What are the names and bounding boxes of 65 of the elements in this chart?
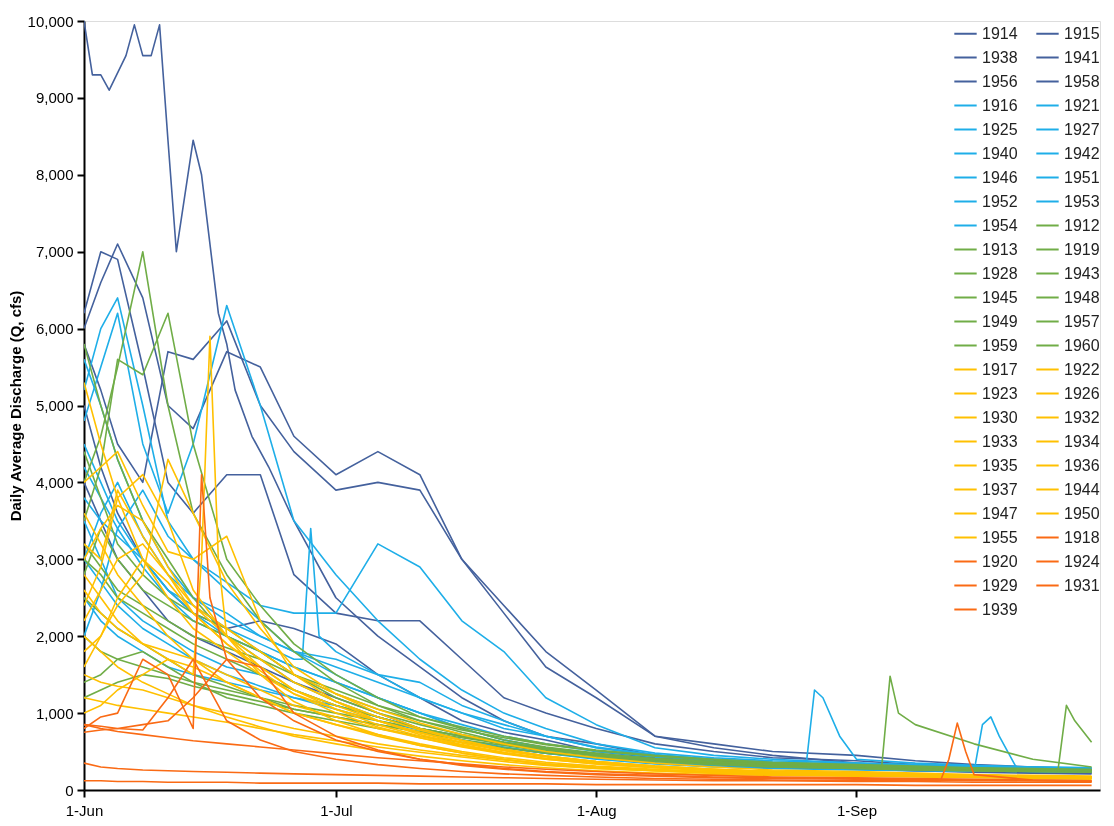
legend-label: 1945 <box>982 288 1018 306</box>
legend-label: 1913 <box>982 240 1018 258</box>
legend-label: 1939 <box>982 600 1018 618</box>
legend-label: 1931 <box>1064 576 1100 594</box>
legend-label: 1919 <box>1064 240 1100 258</box>
x-tick-label: 1-Jun <box>65 801 104 819</box>
legend-label: 1925 <box>982 120 1018 138</box>
legend-label: 1955 <box>982 528 1018 546</box>
legend-label: 1950 <box>1064 504 1100 522</box>
legend-label: 1941 <box>1064 48 1100 66</box>
legend-label: 1959 <box>982 336 1018 354</box>
legend-label: 1933 <box>982 432 1018 450</box>
legend-label: 1956 <box>982 72 1018 90</box>
y-tick-label: 9,000 <box>35 89 74 107</box>
y-axis-title: Daily Average Discharge (Q, cfs) <box>6 290 24 522</box>
legend-label: 1935 <box>982 456 1018 474</box>
legend-label: 1938 <box>982 48 1018 66</box>
legend-label: 1948 <box>1064 288 1100 306</box>
x-tick-label: 1-Aug <box>576 801 617 819</box>
legend-label: 1958 <box>1064 72 1100 90</box>
legend-label: 1914 <box>982 24 1018 42</box>
legend-label: 1932 <box>1064 408 1100 426</box>
legend-label: 1934 <box>1064 432 1100 450</box>
legend-label: 1953 <box>1064 192 1100 210</box>
legend-label: 1943 <box>1064 264 1100 282</box>
y-tick-label: 8,000 <box>35 166 74 184</box>
legend-label: 1940 <box>982 144 1018 162</box>
y-tick-label: 5,000 <box>35 397 74 414</box>
legend-label: 1952 <box>982 192 1018 210</box>
legend-label: 1942 <box>1064 144 1100 162</box>
legend-label: 1947 <box>982 504 1018 522</box>
y-tick-label: 7,000 <box>35 243 74 261</box>
legend-label: 1937 <box>982 480 1018 498</box>
legend-label: 1917 <box>982 360 1018 378</box>
legend-label: 1922 <box>1064 360 1100 378</box>
y-tick-label: 3,000 <box>35 550 74 568</box>
legend-label: 1957 <box>1064 312 1100 330</box>
legend-label: 1949 <box>982 312 1018 330</box>
legend-label: 1921 <box>1064 96 1100 114</box>
x-tick-label: 1-Sep <box>836 801 878 819</box>
legend-label: 1960 <box>1064 336 1100 354</box>
legend-label: 1924 <box>1064 552 1100 570</box>
legend-label: 1944 <box>1064 480 1100 498</box>
legend-label: 1946 <box>982 168 1018 186</box>
legend-label: 1927 <box>1064 120 1100 138</box>
legend-label: 1930 <box>982 408 1018 426</box>
legend-label: 1929 <box>982 576 1018 594</box>
legend-label: 1926 <box>1064 384 1100 402</box>
legend-label: 1936 <box>1064 456 1100 474</box>
y-tick-label: 2,000 <box>35 627 74 645</box>
legend-label: 1920 <box>982 552 1018 570</box>
y-tick-label: 4,000 <box>35 473 74 491</box>
legend-label: 1915 <box>1064 24 1100 42</box>
legend-label: 1951 <box>1064 168 1100 186</box>
legend-label: 1928 <box>982 264 1018 282</box>
legend-label: 1923 <box>982 384 1018 402</box>
y-tick-label: 0 <box>65 781 74 799</box>
x-tick-label: 1-Jul <box>320 801 353 819</box>
legend-label: 1954 <box>982 216 1018 234</box>
y-tick-label: 10,000 <box>27 12 74 30</box>
legend-label: 1918 <box>1064 528 1100 546</box>
y-tick-label: 6,000 <box>35 320 74 338</box>
y-tick-label: 1,000 <box>35 704 74 722</box>
legend-label: 1912 <box>1064 216 1100 234</box>
legend-label: 1916 <box>982 96 1018 114</box>
